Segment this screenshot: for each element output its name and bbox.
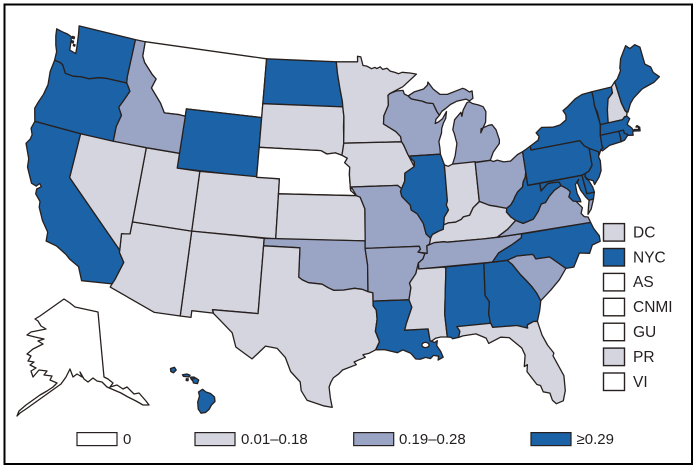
svg-text:VI: VI	[633, 374, 648, 391]
svg-text:DC: DC	[633, 224, 655, 241]
svg-text:0.19–0.28: 0.19–0.28	[399, 431, 466, 448]
svg-text:0.01–0.18: 0.01–0.18	[241, 431, 308, 448]
svg-text:GU: GU	[633, 324, 656, 341]
svg-text:CNMI: CNMI	[633, 299, 673, 316]
svg-text:NYC: NYC	[633, 249, 666, 266]
svg-text:AS: AS	[633, 274, 654, 291]
svg-text:≥0.29: ≥0.29	[577, 431, 614, 448]
svg-text:0: 0	[123, 431, 131, 448]
svg-text:PR: PR	[633, 349, 655, 366]
